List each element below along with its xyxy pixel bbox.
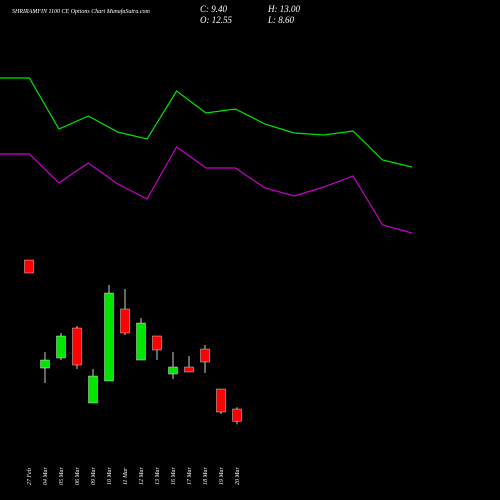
low-label: L: 8.60 [267, 15, 295, 25]
x-tick-label: 18 Mar [203, 467, 209, 485]
indicator-line [0, 77, 413, 168]
x-tick-label: 09 Mar [91, 467, 97, 485]
candle-body [200, 348, 210, 363]
x-tick-label: 11 Mar [123, 467, 129, 485]
x-tick-label: 17 Mar [187, 467, 193, 485]
open-label: O: 12.55 [200, 15, 232, 25]
x-tick-label: 13 Mar [155, 467, 161, 485]
x-tick-label: 20 Mar [235, 467, 241, 485]
x-tick-label: 06 Mar [75, 467, 81, 485]
candle-body [72, 327, 82, 366]
candle-body [40, 359, 50, 369]
candle-body [152, 335, 162, 351]
x-tick-label: 27 Feb [27, 468, 33, 485]
x-tick-label: 12 Mar [139, 467, 145, 485]
candle-body [88, 375, 98, 404]
indicator-line [0, 146, 413, 234]
candle-body [104, 292, 114, 382]
x-tick-label: 10 Mar [107, 467, 113, 485]
candle-body [24, 259, 34, 274]
x-tick-label: 05 Mar [59, 467, 65, 485]
candle-body [136, 322, 146, 361]
candle-body [56, 335, 66, 359]
x-tick-label: 04 Mar [42, 467, 49, 485]
candle-body [120, 308, 130, 334]
candle-body [232, 408, 242, 422]
chart-title: SHRIRAMFIN 1100 CE Options Chart MunafaS… [12, 8, 151, 15]
x-tick-label: 19 Mar [219, 467, 225, 485]
candle-body [216, 388, 226, 413]
candle-body [184, 366, 194, 373]
x-tick-label: 16 Mar [171, 467, 177, 485]
high-label: H: 13.00 [267, 4, 300, 14]
candle-body [168, 366, 178, 375]
close-label: C: 9.40 [200, 4, 228, 14]
